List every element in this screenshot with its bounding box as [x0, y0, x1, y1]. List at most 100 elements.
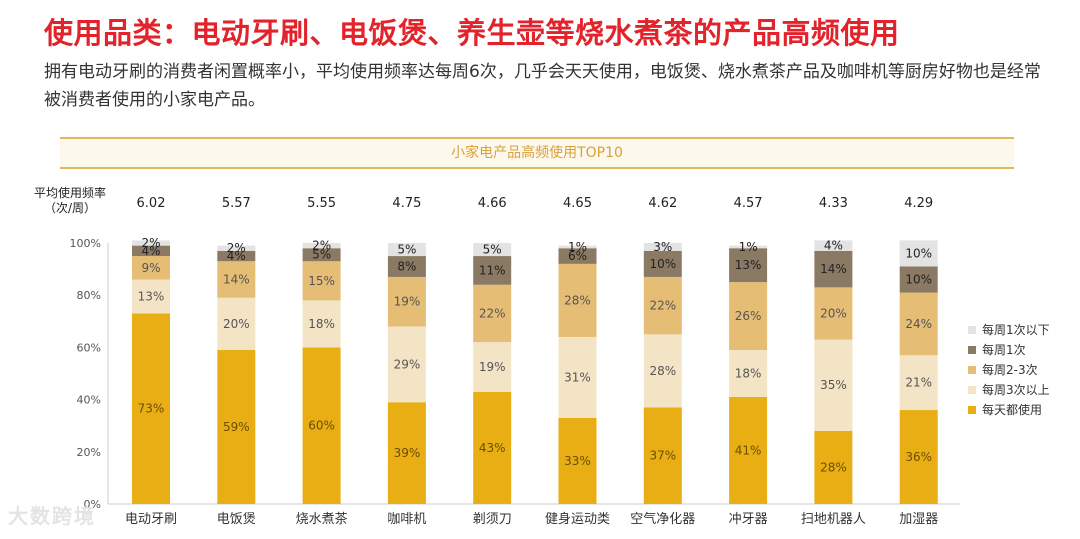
bar-segment	[899, 410, 938, 504]
x-tick-label: 扫地机器人	[801, 512, 866, 527]
avg-frequency-value: 4.33	[819, 196, 848, 211]
bar-segment	[558, 245, 597, 249]
avg-frequency-value: 4.62	[648, 196, 677, 211]
data-label: 43%	[479, 441, 506, 455]
data-label: 5%	[483, 243, 502, 257]
bar-segment	[814, 250, 853, 288]
legend-label: 每周2-3次	[982, 362, 1038, 377]
data-label: 5%	[397, 243, 416, 257]
data-label: 33%	[564, 454, 591, 468]
bar-segment	[643, 334, 682, 408]
data-label: 41%	[735, 443, 762, 457]
avg-frequency-value: 4.66	[478, 196, 507, 211]
data-label: 13%	[138, 290, 165, 304]
avg-frequency-label-line1: 平均使用频率	[33, 186, 106, 200]
bar-segment	[217, 297, 256, 351]
data-label: 73%	[138, 402, 165, 416]
avg-frequency-label: 平均使用频率 （次/周）	[28, 186, 112, 216]
data-label: 1%	[568, 240, 587, 254]
legend-label: 每天都使用	[982, 402, 1042, 417]
y-tick-label: 0%	[84, 498, 101, 511]
data-label: 2%	[227, 241, 246, 255]
data-label: 8%	[397, 259, 416, 273]
page-subtitle: 拥有电动牙刷的消费者闲置概率小，平均使用频率达每周6次，几乎会天天使用，电饭煲、…	[44, 62, 1041, 110]
data-label: 1%	[739, 240, 758, 254]
data-label: 5%	[312, 248, 331, 262]
chart-title: 小家电产品高频使用TOP10	[451, 145, 623, 161]
bar-segment	[899, 240, 938, 267]
data-label: 26%	[735, 309, 762, 323]
bar-segment	[814, 430, 853, 504]
x-tick-label: 电动牙刷	[125, 512, 177, 527]
avg-frequency-value: 5.57	[222, 196, 251, 211]
data-label: 22%	[649, 299, 676, 313]
avg-frequency-value: 6.02	[137, 196, 166, 211]
bar-segment	[302, 261, 341, 301]
data-label: 2%	[312, 239, 331, 253]
legend-swatch	[968, 366, 976, 374]
watermark: 大数跨境	[8, 504, 96, 528]
bar-segment	[387, 256, 426, 277]
data-label: 10%	[905, 246, 932, 260]
bar-segment	[217, 250, 256, 262]
bar-segment	[729, 350, 768, 397]
bar-segment	[899, 292, 938, 356]
data-label: 9%	[141, 261, 160, 275]
bar-segment	[558, 248, 597, 264]
bar-segment	[643, 250, 682, 277]
x-tick-label: 空气净化器	[630, 511, 695, 527]
bar-segment	[387, 243, 426, 257]
avg-frequency-label-line2: （次/周）	[43, 201, 97, 215]
x-tick-label: 健身运动类	[545, 511, 610, 527]
bar-segment	[473, 342, 512, 392]
x-tick-label: 剃须刀	[473, 512, 512, 527]
data-label: 18%	[308, 317, 335, 331]
legend-swatch	[968, 386, 976, 394]
data-label: 10%	[649, 257, 676, 271]
legend-label: 每周1次	[982, 342, 1026, 357]
data-label: 15%	[308, 274, 335, 288]
bar-segment	[729, 396, 768, 504]
data-label: 35%	[820, 378, 847, 392]
bar-segment	[387, 402, 426, 504]
data-label: 29%	[394, 357, 421, 371]
data-label: 24%	[905, 317, 932, 331]
bar-segment	[387, 276, 426, 327]
data-label: 4%	[824, 239, 843, 253]
bar-segment	[558, 417, 597, 504]
bar-segment	[814, 287, 853, 340]
bar-segment	[473, 391, 512, 504]
bar-segment	[473, 256, 512, 285]
x-tick-label: 电饭煲	[217, 511, 256, 527]
data-label: 2%	[141, 236, 160, 250]
data-label: 14%	[820, 262, 847, 276]
data-label: 13%	[735, 258, 762, 272]
legend-label: 每周3次以上	[982, 382, 1050, 397]
x-tick-label: 冲牙器	[729, 512, 768, 527]
bar-segment	[899, 355, 938, 411]
legend-swatch	[968, 326, 976, 334]
avg-frequency-value: 4.29	[904, 196, 933, 211]
bar-segment	[643, 276, 682, 335]
data-label: 37%	[649, 449, 676, 463]
legend-label: 每周1次以下	[982, 322, 1050, 337]
data-label: 22%	[479, 306, 506, 320]
bar-segment	[473, 284, 512, 343]
bar-segment	[132, 279, 170, 314]
data-label: 10%	[905, 273, 932, 287]
bar-segment	[302, 243, 341, 249]
x-tick-label: 咖啡机	[387, 512, 426, 527]
avg-frequency-value: 4.57	[734, 196, 763, 211]
bar-segment	[558, 263, 597, 337]
avg-frequency-value: 4.65	[563, 196, 592, 211]
data-label: 20%	[223, 317, 250, 331]
bar-segment	[473, 243, 512, 257]
bar-segment	[132, 240, 170, 246]
bar-segment	[132, 256, 170, 280]
data-label: 3%	[653, 240, 672, 254]
data-label: 28%	[564, 293, 591, 307]
data-label: 4%	[141, 244, 160, 258]
bar-segment	[302, 300, 341, 348]
bar-segment	[729, 282, 768, 351]
bar-segment	[643, 407, 682, 504]
